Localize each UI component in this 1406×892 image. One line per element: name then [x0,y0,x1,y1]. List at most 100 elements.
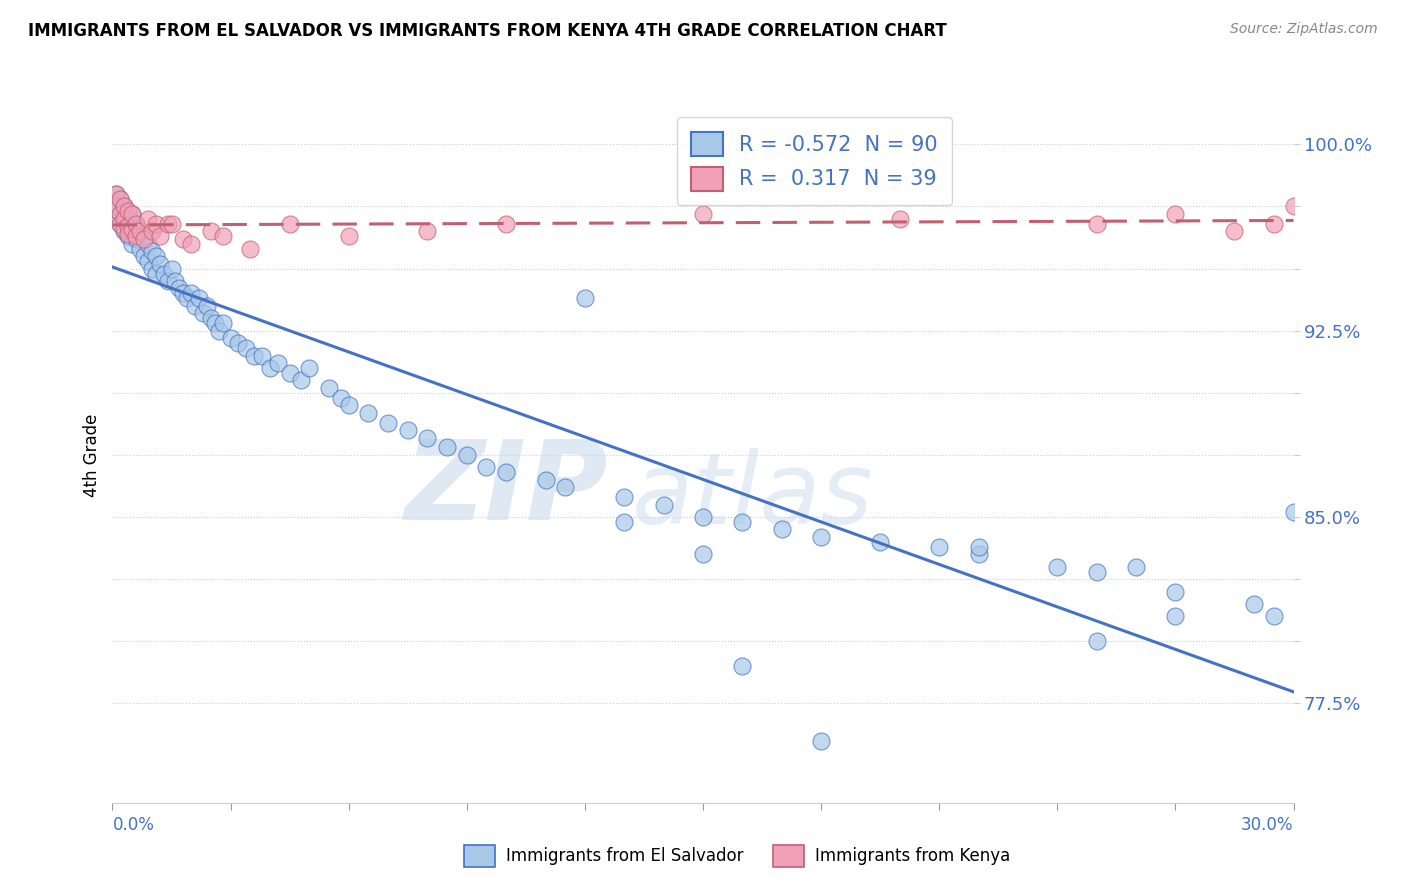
Point [121,207,143,221]
Point [889,211,911,226]
Point [1125,559,1147,574]
Point [191,306,214,320]
Point [613,515,636,529]
Point [180,286,202,301]
Text: atlas: atlas [633,448,873,545]
Point [117,204,139,219]
Point [1164,584,1187,599]
Legend: R = -0.572  N = 90, R =  0.317  N = 39: R = -0.572 N = 90, R = 0.317 N = 39 [676,118,952,205]
Point [495,217,517,231]
Point [117,227,139,241]
Point [110,217,132,231]
Point [692,207,714,221]
Point [149,229,172,244]
Text: IMMIGRANTS FROM EL SALVADOR VS IMMIGRANTS FROM KENYA 4TH GRADE CORRELATION CHART: IMMIGRANTS FROM EL SALVADOR VS IMMIGRANT… [28,22,946,40]
Point [259,360,281,375]
Point [145,249,167,263]
Point [1164,207,1187,221]
Point [810,733,832,747]
Point [200,311,222,326]
Point [136,236,159,251]
Point [110,207,132,221]
Text: 30.0%: 30.0% [1241,816,1294,834]
Point [117,219,139,234]
Point [208,324,231,338]
Point [117,211,139,226]
Point [184,299,207,313]
Point [613,490,636,504]
Point [176,291,198,305]
Point [110,192,132,206]
Point [357,406,380,420]
Point [112,199,135,213]
Point [869,534,891,549]
Point [112,199,135,213]
Point [129,224,152,238]
Point [731,515,754,529]
Point [318,381,340,395]
Point [554,480,576,494]
Point [810,530,832,544]
Point [165,274,187,288]
Point [132,232,155,246]
Point [337,398,360,412]
Point [1282,199,1305,213]
Point [377,416,399,430]
Point [145,267,167,281]
Point [1085,217,1108,231]
Point [110,217,132,231]
Point [172,286,194,301]
Point [156,274,179,288]
Point [1243,597,1265,611]
Point [188,291,211,305]
Point [928,540,950,554]
Point [475,460,498,475]
Y-axis label: 4th Grade: 4th Grade [83,413,101,497]
Point [141,224,163,238]
Point [770,523,793,537]
Point [152,267,174,281]
Point [141,244,163,259]
Point [290,373,312,387]
Point [1263,609,1285,624]
Point [337,229,360,244]
Point [117,219,139,234]
Point [239,242,262,256]
Point [180,236,202,251]
Point [652,498,675,512]
Text: ZIP: ZIP [405,436,609,543]
Point [136,254,159,268]
Point [129,224,152,238]
Point [156,217,179,231]
Point [172,232,194,246]
Point [967,540,990,554]
Point [195,299,218,313]
Point [436,441,458,455]
Point [125,232,148,246]
Point [125,217,148,231]
Point [169,281,191,295]
Point [121,207,143,221]
Point [267,356,290,370]
Point [200,224,222,238]
Point [105,199,128,213]
Point [204,316,226,330]
Point [112,221,135,235]
Point [416,224,439,238]
Point [278,217,301,231]
Point [1085,634,1108,648]
Point [125,229,148,244]
Point [136,211,159,226]
Point [692,510,714,524]
Point [1282,505,1305,519]
Point [228,336,250,351]
Point [219,331,242,345]
Point [112,211,135,226]
Point [456,448,478,462]
Point [1263,217,1285,231]
Point [235,341,257,355]
Point [1164,609,1187,624]
Point [211,316,233,330]
Point [149,256,172,270]
Point [105,199,128,213]
